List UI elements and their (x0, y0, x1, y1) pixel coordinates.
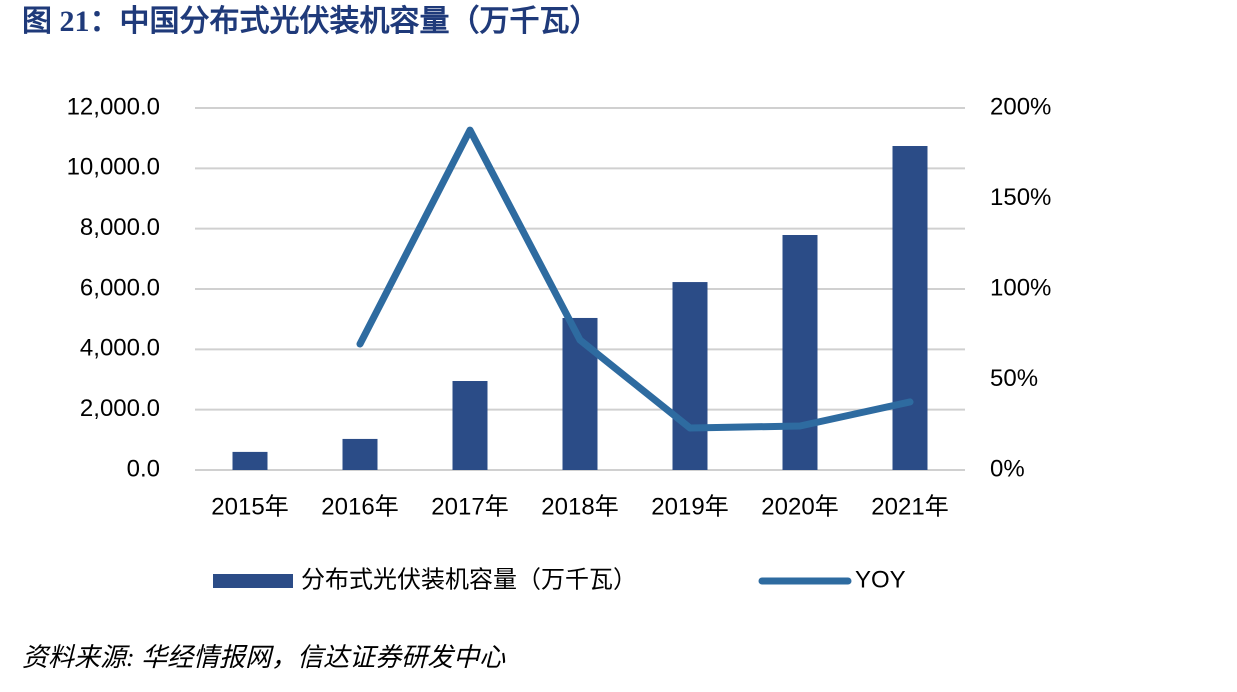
y-tick-label: 6,000.0 (80, 274, 160, 301)
y2-tick-label: 100% (990, 274, 1051, 301)
x-tick-label: 2021年 (871, 493, 948, 520)
y2-tick-label: 150% (990, 184, 1051, 211)
x-tick-label: 2016年 (321, 493, 398, 520)
y2-tick-label: 0% (990, 455, 1025, 482)
bar (672, 282, 708, 470)
legend-label: 分布式光伏装机容量（万千瓦） (301, 566, 637, 593)
line (356, 126, 914, 432)
bar (892, 146, 928, 470)
y-tick-label: 0.0 (127, 455, 160, 482)
y-tick-label: 2,000.0 (80, 395, 160, 422)
x-tick-label: 2020年 (761, 493, 838, 520)
legend-swatch (213, 574, 293, 588)
legend-label: YOY (855, 566, 906, 593)
bar (782, 235, 818, 470)
x-tick-label: 2017年 (431, 493, 508, 520)
bar (452, 381, 488, 470)
y-tick-label: 12,000.0 (67, 93, 160, 120)
y-tick-label: 4,000.0 (80, 335, 160, 362)
x-tick-label: 2019年 (651, 493, 728, 520)
bar (232, 451, 268, 470)
chart-title: 图 21：中国分布式光伏装机容量（万千瓦） (22, 4, 600, 38)
y2-tick-label: 200% (990, 93, 1051, 120)
x-tick-label: 2015年 (211, 493, 288, 520)
y-tick-label: 10,000.0 (67, 154, 160, 181)
y2-tick-label: 50% (990, 365, 1038, 392)
source-note: 资料来源: 华经情报网，信达证券研发中心 (22, 643, 506, 672)
y-tick-label: 8,000.0 (80, 214, 160, 241)
x-tick-label: 2018年 (541, 493, 618, 520)
bar (342, 438, 378, 470)
